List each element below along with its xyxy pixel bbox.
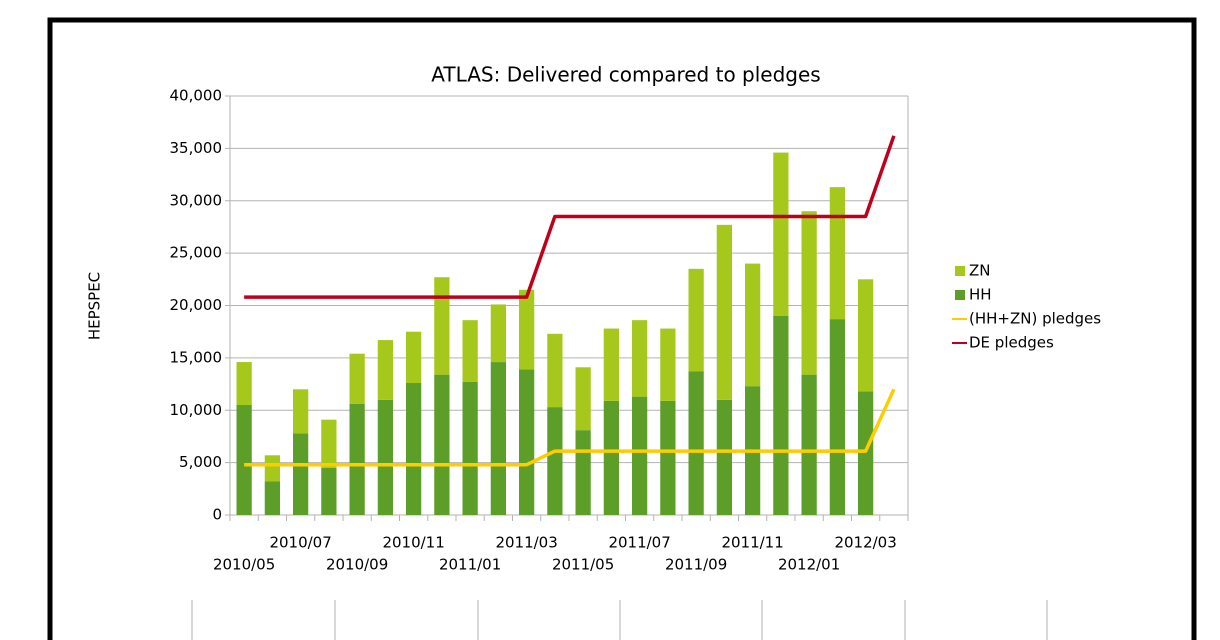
legend-label: (HH+ZN) pledges <box>969 310 1101 328</box>
bar-segment <box>518 289 535 370</box>
bar-segment <box>575 367 591 431</box>
x-tick-label: 2011/07 <box>608 534 670 552</box>
bar-segment <box>462 320 478 382</box>
bar-segment <box>829 319 846 515</box>
y-tick-label: 35,000 <box>170 139 223 157</box>
line-series <box>244 135 896 299</box>
bar-segment <box>801 211 817 375</box>
sheet-grid <box>191 600 1048 640</box>
bar-segment <box>321 419 337 468</box>
frame <box>47 17 1197 640</box>
x-tick-label: 2011/11 <box>721 534 783 552</box>
line-series <box>244 388 896 467</box>
bar-segment <box>349 403 365 515</box>
legend-swatch <box>955 290 965 300</box>
x-tick-label: 2010/11 <box>382 534 444 552</box>
bar-segment <box>744 263 761 387</box>
x-tick-label: 2012/01 <box>778 556 840 574</box>
x-tick-label: 2010/05 <box>213 556 275 574</box>
bar-segment <box>490 304 507 363</box>
y-tick-label: 10,000 <box>170 401 223 419</box>
bar-segment <box>434 374 450 515</box>
bar-segment <box>773 315 789 515</box>
y-tick-label: 15,000 <box>170 348 223 366</box>
y-tick-label: 20,000 <box>170 296 223 314</box>
legend-label: HH <box>969 286 992 304</box>
bar-segment <box>660 400 676 515</box>
bar-segment <box>801 374 817 515</box>
x-tick-label: 2011/09 <box>665 556 727 574</box>
y-tick-label: 30,000 <box>170 191 223 209</box>
bar-segment <box>518 369 535 515</box>
bar-segment <box>660 328 676 401</box>
bar-segment <box>631 396 648 515</box>
bar-segment <box>264 481 281 515</box>
y-axis-label: HEPSPEC <box>86 272 104 340</box>
bar-segment <box>236 405 252 515</box>
bar-segment <box>547 333 563 408</box>
bar-segment <box>264 455 281 482</box>
bar-segment <box>603 328 620 401</box>
bar-segment <box>434 277 450 375</box>
bar-segment <box>603 400 620 515</box>
x-tick-label: 2012/03 <box>834 534 896 552</box>
bar-segment <box>405 383 422 515</box>
bar-segment <box>547 407 563 515</box>
bar-segment <box>236 362 252 406</box>
bar-segment <box>377 399 394 515</box>
bar-segment <box>857 279 874 392</box>
bar-segment <box>773 152 789 316</box>
bar-segment <box>631 320 648 397</box>
legend-label: DE pledges <box>969 334 1054 352</box>
x-tick-label: 2011/05 <box>552 556 614 574</box>
bar-segment <box>349 353 365 404</box>
bar-segment <box>490 362 507 515</box>
y-tick-label: 25,000 <box>170 244 223 262</box>
x-tick-label: 2011/01 <box>439 556 501 574</box>
bar-segment <box>405 331 422 384</box>
chart-title: ATLAS: Delivered compared to pledges <box>431 63 820 87</box>
bar-segment <box>716 399 733 515</box>
legend-label: ZN <box>969 262 991 280</box>
x-tick-label: 2010/07 <box>269 534 331 552</box>
x-tick-label: 2010/09 <box>326 556 388 574</box>
bar-segment <box>292 389 309 434</box>
bar-segment <box>377 340 394 400</box>
y-tick-label: 40,000 <box>170 87 223 105</box>
bar-segment <box>716 224 733 400</box>
bar-segment <box>857 391 874 515</box>
bar-segment <box>688 268 704 372</box>
bar-segment <box>462 381 478 515</box>
bar-segment <box>829 187 846 320</box>
bar-segment <box>292 433 309 515</box>
x-tick-label: 2011/03 <box>495 534 557 552</box>
bar-segment <box>688 371 704 515</box>
y-tick-label: 5,000 <box>179 453 222 471</box>
bar-segment <box>321 467 337 515</box>
y-tick-label: 0 <box>212 506 222 524</box>
legend-swatch <box>955 266 965 276</box>
bar-segment <box>575 430 591 515</box>
